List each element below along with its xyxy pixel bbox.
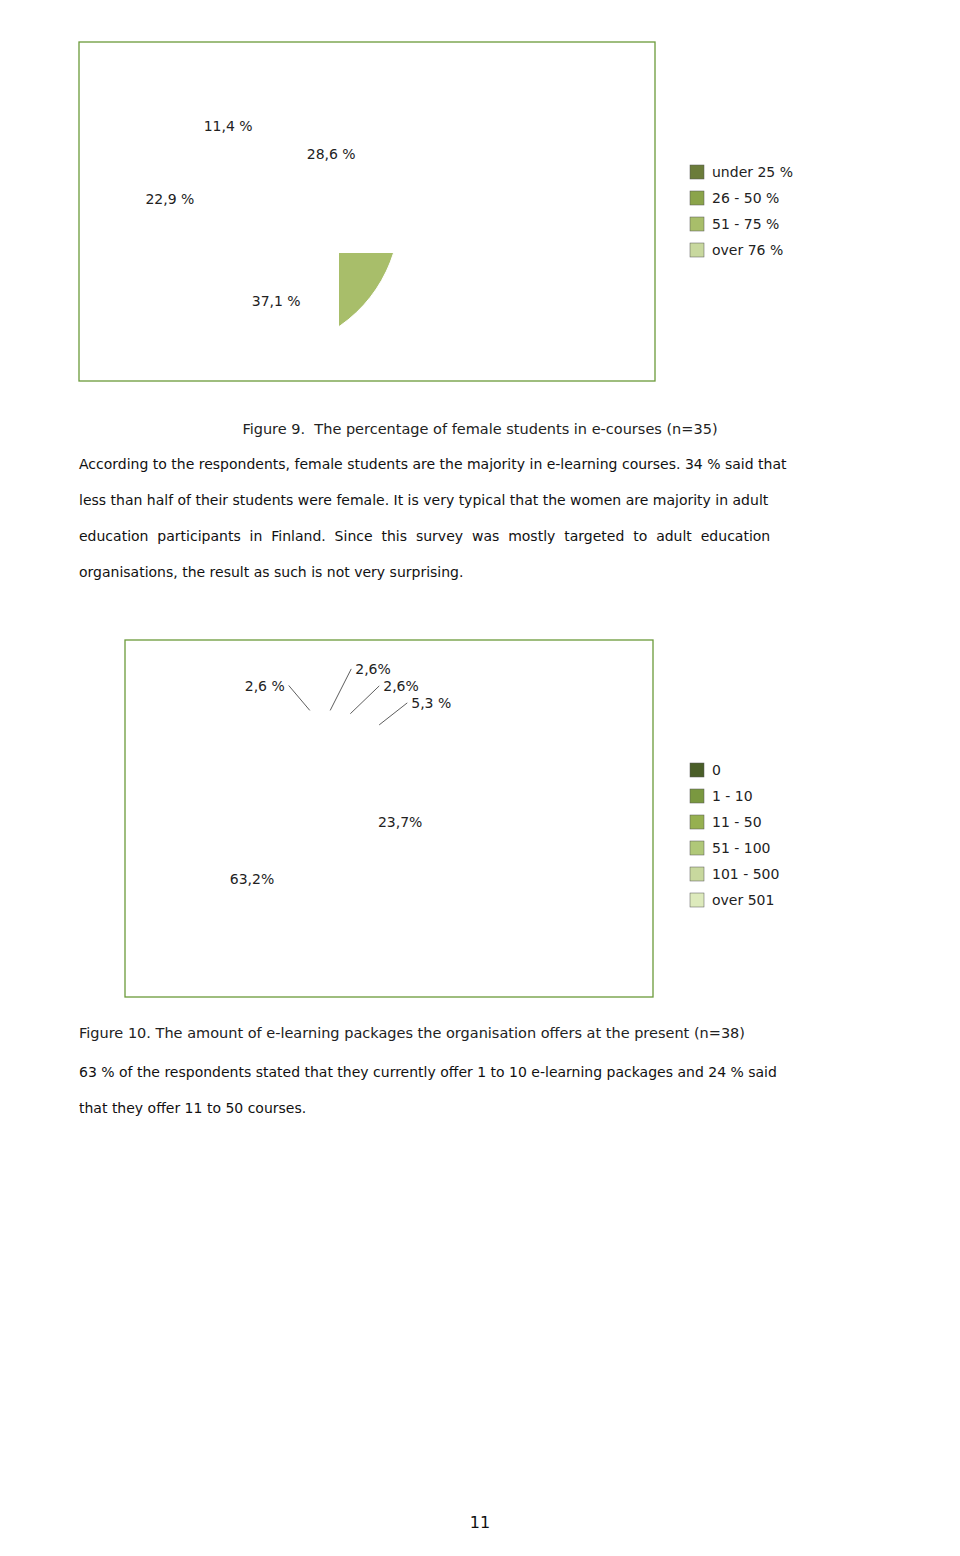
legend-swatch — [690, 893, 704, 907]
body-line: organisations, the result as such is not… — [79, 564, 463, 580]
legend-label: 26 - 50 % — [712, 190, 779, 206]
body-text: 63 % of the respondents stated that they… — [79, 1064, 777, 1116]
legend-swatch — [690, 841, 704, 855]
legend-label: 0 — [712, 762, 721, 778]
data-labels: 63,2%23,7%2,6 %5,3 %2,6%2,6% — [230, 661, 452, 888]
data-label: 5,3 % — [411, 695, 451, 711]
figure-caption: Figure 10. The amount of e-learning pack… — [79, 1025, 745, 1041]
pie-chart: 63,2%23,7%2,6 %5,3 %2,6%2,6%01 - 1011 - … — [125, 640, 779, 997]
legend-label: 51 - 100 — [712, 840, 771, 856]
body-line: less than half of their students were fe… — [79, 492, 769, 508]
legend-item: 101 - 500 — [690, 866, 779, 882]
legend-swatch — [690, 217, 704, 231]
legend: under 25 % 26 - 50 % 51 - 75 % over 76 % — [690, 164, 793, 258]
leader-line — [350, 686, 379, 714]
chart-frame — [79, 42, 655, 381]
legend-swatch — [690, 763, 704, 777]
legend-swatch — [690, 867, 704, 881]
legend-swatch — [690, 243, 704, 257]
body-text: According to the respondents, female stu… — [79, 456, 787, 580]
data-label: 2,6% — [355, 661, 391, 677]
body-line: 63 % of the respondents stated that they… — [79, 1064, 777, 1080]
legend-swatch — [690, 191, 704, 205]
page-number: 11 — [470, 1513, 490, 1532]
legend-item: 11 - 50 — [690, 814, 762, 830]
legend-label: under 25 % — [712, 164, 793, 180]
body-line: According to the respondents, female stu… — [79, 456, 787, 472]
legend-label: 1 - 10 — [712, 788, 753, 804]
legend-item: 51 - 100 — [690, 840, 771, 856]
data-label: 2,6 % — [245, 678, 285, 694]
data-label: 37,1 % — [252, 293, 301, 309]
legend-item: 51 - 75 % — [690, 216, 779, 232]
data-label: 28,6 % — [307, 146, 356, 162]
legend-label: 51 - 75 % — [712, 216, 779, 232]
figure-caption: Figure 9. The percentage of female stude… — [242, 421, 717, 437]
chart-frame — [125, 640, 653, 997]
leader-line — [289, 686, 310, 711]
legend-label: over 76 % — [712, 242, 783, 258]
legend-swatch — [690, 789, 704, 803]
legend-label: 101 - 500 — [712, 866, 779, 882]
legend-item: 0 — [690, 762, 721, 778]
legend-swatch — [690, 815, 704, 829]
pie-chart: 11,4 % 22,9 % 37,1 % 28,6 % under 25 % 26 - 5… — [79, 42, 793, 381]
data-labels: 11,4 % 22,9 % 37,1 % 28,6 % — [145, 118, 355, 309]
legend-label: over 501 — [712, 892, 774, 908]
data-label: 23,7% — [378, 814, 422, 830]
pie-slice — [339, 253, 396, 351]
slices — [339, 253, 400, 351]
legend: 0 1 - 10 11 - 50 51 - 100 101 - 500 over 501 — [690, 762, 779, 908]
data-label: 22,9 % — [145, 191, 194, 207]
legend-item: 26 - 50 % — [690, 190, 779, 206]
data-label: 2,6% — [383, 678, 419, 694]
legend-label: 11 - 50 — [712, 814, 762, 830]
data-label: 11,4 % — [204, 118, 253, 134]
leader-line — [330, 669, 351, 711]
legend-item: over 76 % — [690, 242, 783, 258]
body-line: education participants in Finland. Since… — [79, 528, 770, 544]
legend-swatch — [690, 165, 704, 179]
legend-item: 1 - 10 — [690, 788, 753, 804]
page: 11,4 % 22,9 % 37,1 % 28,6 % under 25 % 26 - 5… — [0, 0, 960, 1556]
legend-item: over 501 — [690, 892, 774, 908]
body-line: that they offer 11 to 50 courses. — [79, 1100, 306, 1116]
leader-line — [379, 703, 407, 725]
legend-item: under 25 % — [690, 164, 793, 180]
data-label: 63,2% — [230, 871, 274, 887]
